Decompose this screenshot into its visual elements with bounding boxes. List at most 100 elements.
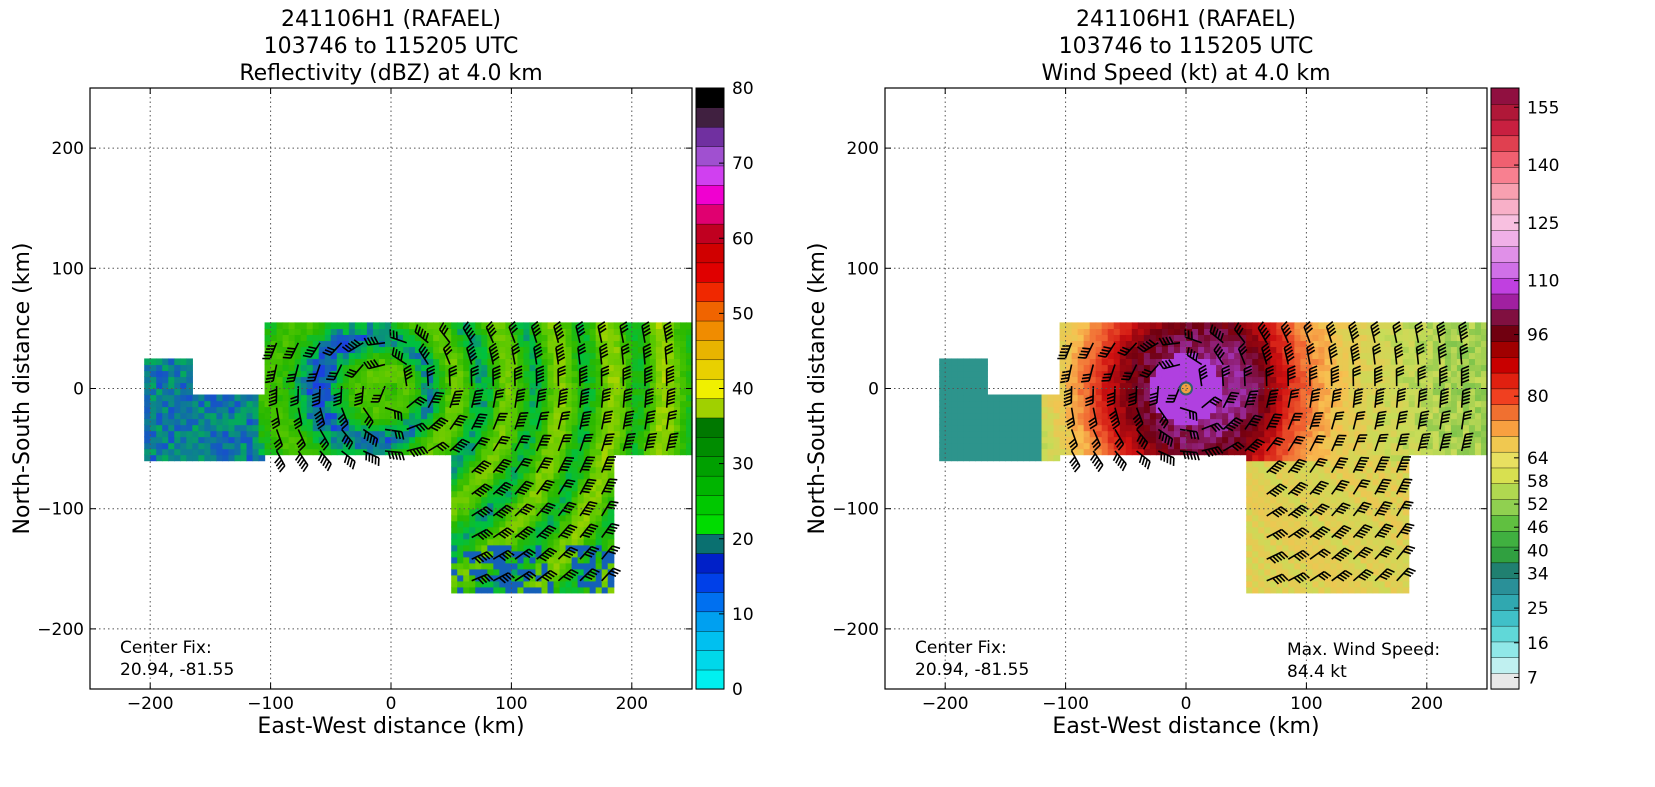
wind-barb-feathers [311,392,320,407]
x-axis-label: East-West distance (km) [257,714,524,739]
wind-barb-feathers [645,387,655,406]
wind-barb-feathers [1315,457,1328,467]
wind-barb-feathers [1402,545,1416,555]
wind-barb-feathers [443,342,453,356]
colorbar-tick-label: 80 [1527,387,1549,407]
wind-barb-feathers [1358,479,1371,488]
wind-barb-feathers [1060,370,1071,384]
wind-barb-feathers [1332,388,1342,402]
colorbar-segment [695,359,725,380]
wind-barb-feathers [495,504,514,519]
colorbar-segment [695,301,725,322]
wind-barb-feathers [370,394,382,403]
wind-barb-feathers [601,365,610,377]
colorbar-segment [1490,514,1520,532]
colorbar-segment [695,281,725,302]
wind-barb-feathers [1370,321,1381,337]
colorbar-segment [695,107,725,128]
wind-barb-feathers [473,413,488,428]
colorbar-segment [1490,435,1520,453]
wind-barb-feathers [539,411,550,421]
wind-barb-feathers [1314,503,1330,516]
wind-barb-feathers [580,410,592,427]
wind-barb-feathers [668,410,678,421]
colorbar-segment [695,320,725,341]
wind-barb-feathers [608,567,621,577]
wind-barb-feathers [1272,528,1289,541]
wind-barb-feathers [561,434,573,443]
wind-barb-feathers [1459,343,1469,356]
wind-barb-feathers [1400,522,1415,535]
wind-barb-feathers [1077,347,1091,359]
x-tick-label: 0 [1181,694,1192,714]
wind-barb-feathers [1272,573,1289,585]
colorbar-tick-label: 10 [732,605,754,625]
wind-barb-feathers [337,413,349,430]
wind-barb-feathers [1246,390,1259,406]
wind-barb-feathers [1462,432,1474,449]
colorbar-segment [695,650,725,671]
wind-barb-feathers [1248,414,1263,427]
wind-barb-feathers [1272,436,1286,446]
wind-barb-feathers [1414,321,1424,334]
wind-barb-feathers [1379,568,1395,581]
wind-barb-feathers [623,410,635,427]
wind-barb-feathers [533,342,543,359]
colorbar-tick-label: 140 [1527,156,1559,176]
wind-barb-feathers [1213,343,1225,360]
colorbar-segment [1490,182,1520,200]
colorbar-segment [1490,499,1520,516]
colorbar-segment [1490,325,1520,342]
wind-barb-feathers [516,480,534,496]
wind-barb-feathers [531,320,542,337]
wind-barb-feathers [536,365,545,384]
colorbar-tick-label: 96 [1527,326,1549,346]
wind-barb-feathers [436,441,450,452]
wind-barb-feathers [1139,368,1152,379]
wind-barb-feathers [557,365,566,377]
grid [90,88,692,689]
wind-barb-feathers [581,478,597,494]
wind-barb-feathers [558,388,569,406]
wind-barb-feathers [1357,546,1374,559]
wind-barb-feathers [563,568,579,581]
wind-barb-feathers [523,570,537,581]
wind-barb-feathers [1091,438,1101,452]
chart-title-line-1: 241106H1 (RAFAEL) [1076,7,1296,32]
colorbar-segment [1490,230,1520,247]
colorbar-segment [1490,356,1520,374]
wind-barb-feathers [1148,392,1158,407]
wind-barb-feathers [262,345,276,360]
wind-barb-feathers [1225,417,1244,432]
colorbar-segment [695,591,725,613]
colorbar-segment [695,417,725,438]
wind-barb-feathers [519,503,535,516]
wind-barb-feathers [537,388,547,402]
colorbar-segment [695,397,725,419]
wind-barb-feathers [522,548,536,559]
wind-barb-feathers [498,527,515,539]
wind-barb-feathers [1132,413,1144,430]
wind-barb-feathers [1182,451,1200,461]
wind-barb-feathers [466,342,478,362]
colorbar-segment [695,514,725,535]
wind-barb-feathers [1352,365,1361,377]
wind-barb-feathers [663,321,674,341]
wind-barb-feathers [1392,321,1402,334]
wind-barb-feathers [326,372,338,381]
wind-barb-feathers [1334,457,1349,469]
colorbar-tick-label: 70 [732,154,754,174]
colorbar-segment [1490,625,1520,643]
wind-barb-feathers [492,365,501,381]
annotation-center-fix: 20.94, -81.55 [915,660,1029,680]
wind-barb-feathers [577,343,587,356]
wind-barb-feathers [1419,432,1431,449]
wind-barb-feathers [1097,346,1112,358]
wind-barb-feathers [273,438,283,452]
colorbar-segment [695,126,725,147]
annotation-center-fix: Center Fix: [915,638,1007,658]
wind-barb-feathers [1081,373,1091,383]
wind-barb-feathers [1233,322,1244,336]
y-tick-label: 0 [73,380,84,400]
wind-barb-feathers [641,321,652,337]
